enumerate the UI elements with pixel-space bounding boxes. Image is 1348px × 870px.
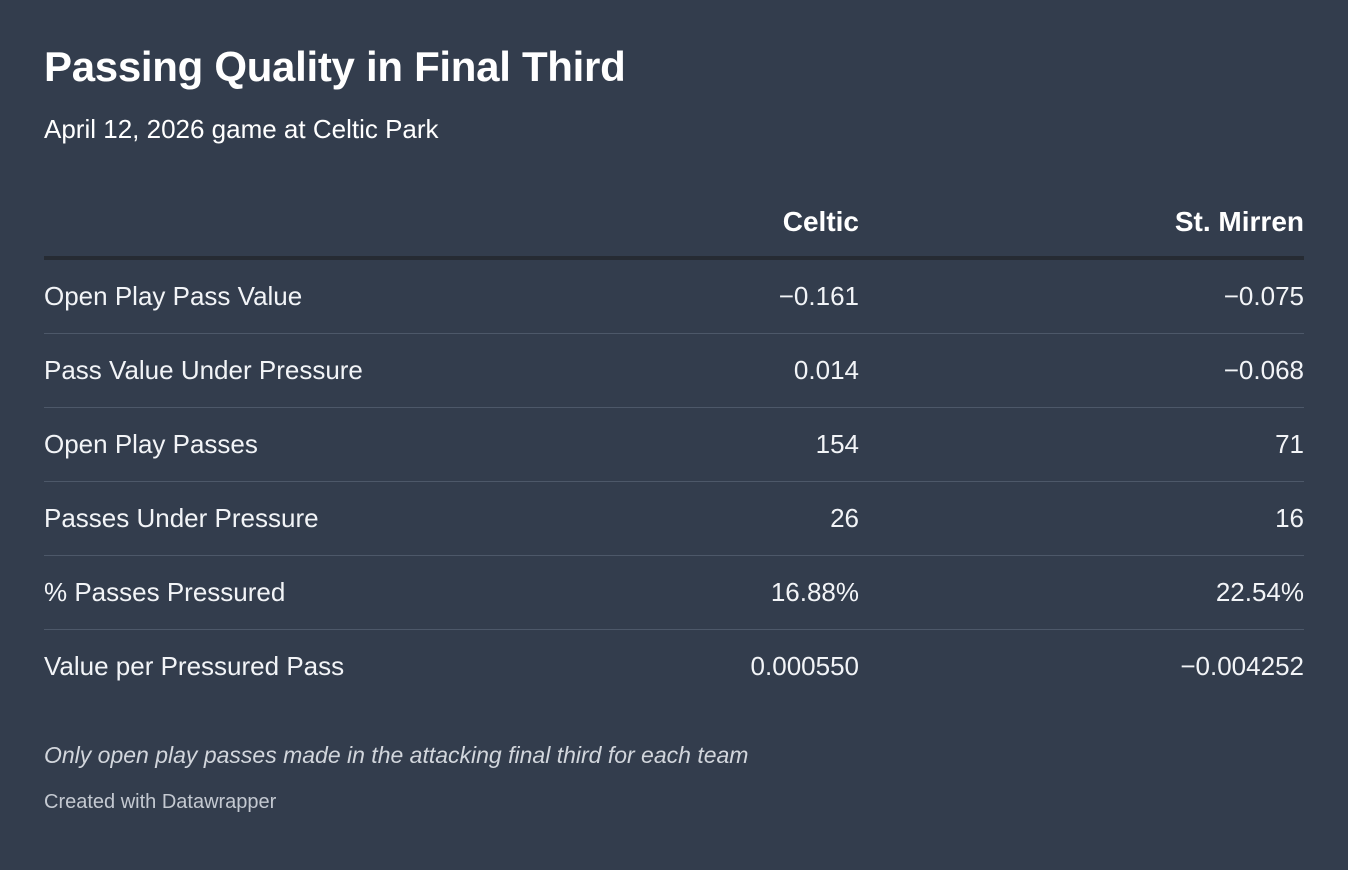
cell-celtic: 154 bbox=[604, 407, 859, 482]
table-header-row: Celtic St. Mirren bbox=[44, 188, 1304, 260]
column-header-label bbox=[44, 188, 604, 260]
cell-st-mirren: 16 bbox=[859, 481, 1304, 556]
cell-celtic: 16.88% bbox=[604, 555, 859, 630]
cell-st-mirren: −0.004252 bbox=[1180, 651, 1304, 681]
cell-st-mirren: 22.54% bbox=[859, 555, 1304, 630]
cell-celtic: 0.000550 bbox=[750, 651, 859, 681]
chart-credit[interactable]: Created with Datawrapper bbox=[44, 791, 277, 813]
table-row: Passes Under Pressure 26 16 bbox=[44, 481, 1304, 556]
chart-notes: Only open play passes made in the attack… bbox=[44, 742, 749, 768]
cell-st-mirren: −0.068 bbox=[859, 333, 1304, 408]
cell-celtic: −0.161 bbox=[604, 258, 859, 334]
row-label: Open Play Pass Value bbox=[44, 258, 604, 334]
table-row: Open Play Passes 154 71 bbox=[44, 407, 1304, 482]
data-table: Celtic St. Mirren Open Play Pass Value −… bbox=[44, 188, 1304, 703]
table-row: Open Play Pass Value −0.161 −0.075 bbox=[44, 258, 1304, 334]
row-label: Open Play Passes bbox=[44, 407, 604, 482]
table-row: Pass Value Under Pressure 0.014 −0.068 bbox=[44, 333, 1304, 408]
column-header-celtic: Celtic bbox=[604, 188, 859, 260]
row-label: Value per Pressured Pass bbox=[44, 651, 345, 681]
table-row: Value per Pressured Pass 0.000550 −0.004… bbox=[44, 630, 1304, 704]
chart-subtitle: April 12, 2026 game at Celtic Park bbox=[44, 114, 439, 144]
row-label: Pass Value Under Pressure bbox=[44, 333, 604, 408]
cell-st-mirren: −0.075 bbox=[859, 258, 1304, 334]
cell-celtic: 0.014 bbox=[604, 333, 859, 408]
cell-st-mirren: 71 bbox=[859, 407, 1304, 482]
column-header-st-mirren: St. Mirren bbox=[859, 188, 1304, 260]
row-label: Passes Under Pressure bbox=[44, 481, 604, 556]
row-label: % Passes Pressured bbox=[44, 555, 604, 630]
chart-title: Passing Quality in Final Third bbox=[44, 43, 626, 90]
cell-celtic: 26 bbox=[604, 481, 859, 556]
table-row: % Passes Pressured 16.88% 22.54% bbox=[44, 555, 1304, 630]
